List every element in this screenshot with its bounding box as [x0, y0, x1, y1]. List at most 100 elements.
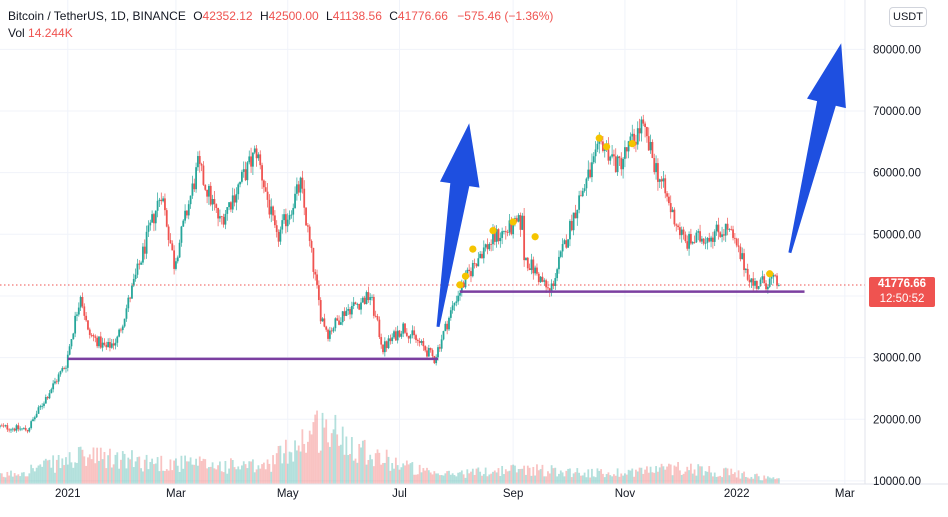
candle-body — [110, 343, 113, 348]
symbol-title[interactable]: Bitcoin / TetherUS, 1D, BINANCE — [8, 9, 186, 23]
candle-body — [319, 300, 322, 322]
volume-bar — [405, 460, 408, 484]
change-value: −575.46 (−1.36%) — [457, 9, 554, 23]
candle-body — [273, 215, 276, 226]
candle-body — [200, 163, 203, 166]
volume-bar — [59, 468, 62, 484]
candle-body — [394, 331, 397, 341]
volume-bar — [418, 464, 421, 484]
currency-unit-button[interactable]: USDT — [889, 7, 927, 27]
volume-bar — [215, 469, 218, 484]
volume-bar — [387, 456, 390, 484]
candle-body — [510, 220, 513, 235]
volume-bar — [422, 468, 425, 484]
volume-bar — [305, 452, 307, 484]
volume-bar — [611, 476, 613, 484]
volume-bar — [517, 469, 520, 484]
candle-body — [294, 193, 296, 208]
volume-bar — [213, 468, 216, 484]
candle-body — [156, 200, 159, 211]
volume-bar — [668, 463, 670, 484]
volume-bar — [614, 475, 617, 484]
volume-bar — [415, 474, 417, 484]
volume-bar — [600, 469, 603, 484]
candle-body — [4, 425, 7, 427]
volume-bar — [605, 474, 608, 484]
candle-body — [151, 214, 154, 223]
volume-bar — [74, 462, 77, 484]
candle-body — [583, 188, 586, 191]
volume-bar — [651, 472, 654, 484]
candle-body — [217, 207, 219, 219]
volume-bar — [193, 464, 196, 484]
candle-body — [65, 367, 67, 369]
candle-body — [186, 210, 188, 216]
volume-bar — [721, 477, 723, 484]
volume-bar — [572, 473, 575, 484]
candle-body — [592, 156, 595, 163]
volume-bar — [389, 470, 392, 484]
candle-body — [646, 127, 648, 137]
candle-body — [162, 198, 165, 202]
candle-body — [556, 269, 559, 279]
candle-body — [349, 309, 351, 315]
candle-body — [76, 314, 78, 316]
candle-body — [768, 278, 771, 287]
volume-bar — [706, 471, 709, 484]
candle-body — [647, 136, 650, 151]
volume-bar — [120, 459, 122, 484]
candle-body — [87, 320, 89, 330]
candle-body — [700, 238, 703, 242]
candle-body — [493, 231, 496, 242]
candle-body — [744, 268, 747, 271]
volume-bar — [209, 466, 212, 484]
signal-marker — [766, 270, 774, 278]
volume-bar — [735, 477, 738, 484]
volume-bar — [369, 454, 372, 484]
candle-body — [750, 278, 753, 283]
volume-bar — [295, 450, 298, 484]
volume-bar — [642, 473, 645, 484]
volume-bar — [655, 466, 657, 484]
candle-body — [81, 296, 84, 307]
candle-body — [666, 193, 668, 197]
volume-bar — [208, 467, 210, 484]
volume-bar — [283, 453, 285, 484]
volume-bar — [167, 470, 170, 484]
candle-body — [724, 223, 727, 236]
volume-bar — [162, 470, 165, 484]
candle-body — [167, 226, 170, 241]
volume-bar — [230, 458, 232, 484]
volume-bar — [677, 462, 679, 484]
candle-body — [682, 229, 685, 235]
volume-bar — [79, 446, 82, 484]
volume-bar — [83, 456, 86, 484]
candle-body — [693, 242, 696, 243]
candle-body — [624, 147, 626, 159]
candle-body — [754, 281, 756, 286]
volume-bar — [107, 455, 110, 484]
volume-bar — [65, 457, 67, 484]
volume-bar — [28, 473, 31, 484]
candle-body — [438, 347, 441, 349]
candle-body — [636, 128, 639, 145]
candle-body — [317, 285, 320, 301]
volume-bar — [37, 465, 40, 484]
volume-bar — [173, 460, 175, 484]
candle-body — [17, 425, 20, 430]
candle-body — [706, 237, 709, 243]
volume-bar — [237, 466, 240, 484]
volume-bar — [686, 466, 689, 484]
candle-body — [305, 207, 307, 226]
volume-bar — [343, 454, 346, 484]
candle-body — [253, 148, 256, 153]
candle-body — [517, 215, 520, 222]
volume-bar — [437, 473, 439, 484]
candle-body — [525, 257, 527, 261]
volume-bar — [431, 474, 434, 484]
candle-body — [391, 337, 394, 342]
candle-body — [142, 246, 144, 263]
candle-body — [521, 215, 524, 230]
